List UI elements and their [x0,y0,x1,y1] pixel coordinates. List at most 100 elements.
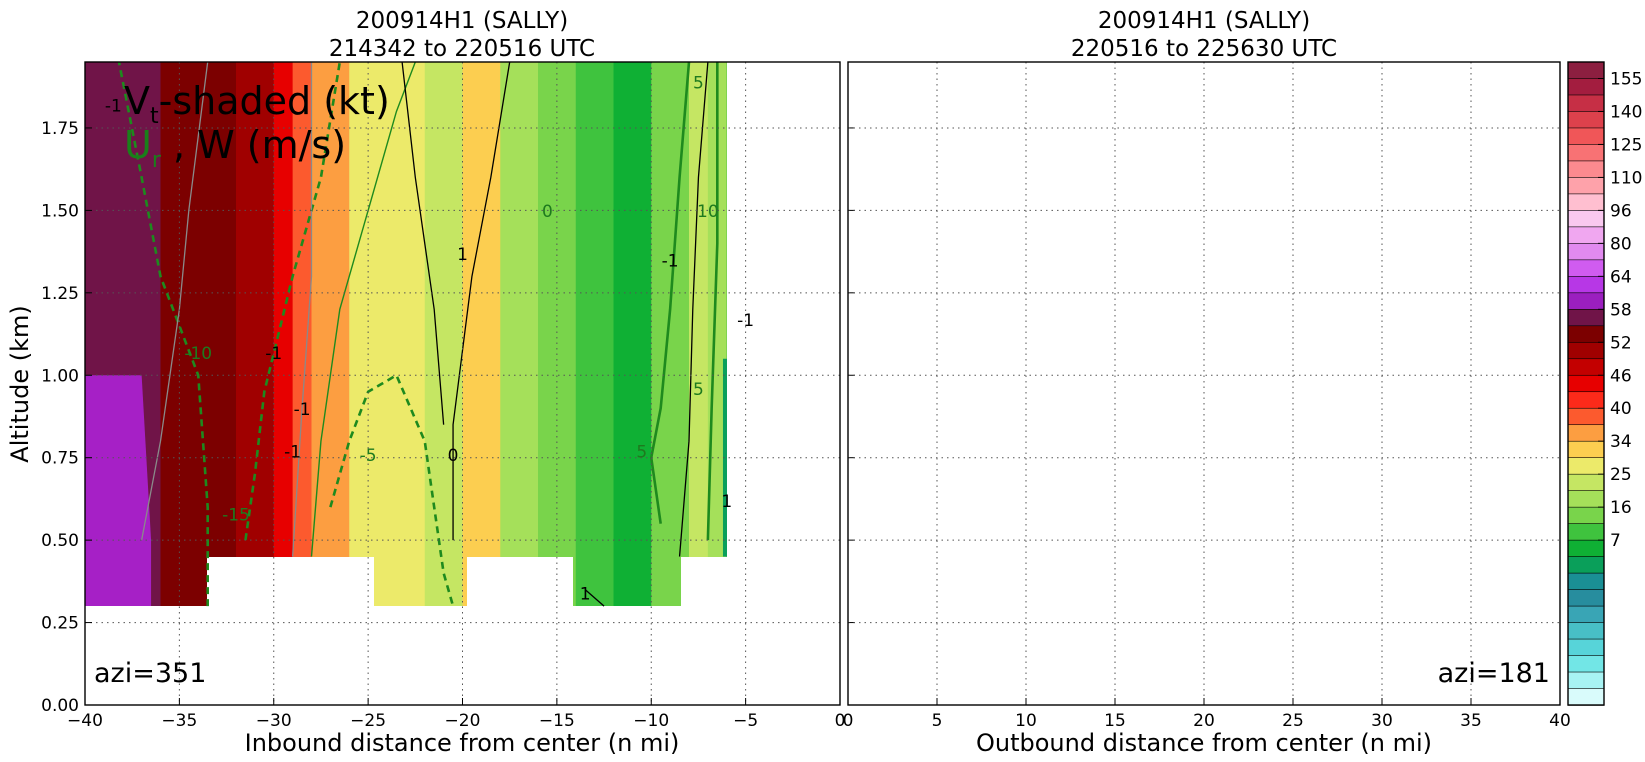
x-tick-label: 15 [1104,711,1126,731]
ur-contour-line [649,62,691,524]
y-tick-label: 1.50 [41,201,79,221]
colorbar: 155 140 125 110 96 80 64 58 52 46 40 34 25 16 7 [1567,61,1642,706]
x-tick-label: −25 [350,711,386,731]
colorbar-tick-label: 7 [1610,531,1621,551]
colorbar-tick-label: 40 [1610,399,1632,419]
colorbar-swatch [1567,638,1605,657]
y-axis-label: Altitude (km) [6,305,34,462]
contour-label: -10 [184,344,212,364]
colorbar-swatches [1567,61,1605,706]
x-tick-label: −10 [633,711,669,731]
ur-contour-line [706,62,719,541]
x-tick-label: −5 [733,711,758,731]
vt-band [273,62,294,705]
colorbar-swatch [1567,111,1605,129]
contour-label: -1 [662,251,679,271]
colorbar-swatch [1567,440,1605,459]
y-tick-label: 0.25 [41,614,79,634]
colorbar-swatch [1567,144,1605,162]
x-tick-label: −20 [445,711,481,731]
contour-label: 5 [636,443,647,463]
colorbar-tick-label: 46 [1610,366,1632,386]
colorbar-swatch [1567,424,1605,442]
x-tick-label: 20 [1193,711,1215,731]
contour-label: 0 [542,202,553,222]
contour-label: 1 [457,245,468,265]
colorbar-swatch [1567,160,1605,179]
x-tick-label: 5 [932,711,943,731]
left-x-axis-label: Inbound distance from center (n mi) [245,729,680,757]
colorbar-swatch [1567,506,1605,525]
colorbar-swatch [1567,341,1605,360]
colorbar-swatch [1567,374,1605,393]
right-panel: 200914H1 (SALLY) 220516 to 225630 UTC 0 5… [843,8,1571,757]
vt-band [160,62,199,705]
vt-core-region [85,375,152,607]
colorbar-tick-label: 64 [1610,267,1632,287]
contour-label: -1 [737,311,754,331]
colorbar-swatch [1567,490,1605,508]
colorbar-swatch [1567,193,1605,212]
w-contour-line [452,62,511,541]
colorbar-tick-label: 140 [1610,102,1642,122]
vt-band [424,62,464,705]
gray-contour-line [140,62,209,541]
left-title-line1: 200914H1 (SALLY) [356,8,568,34]
colorbar-swatch [1567,539,1605,558]
vt-band [613,62,652,705]
y-tick-label: 1.00 [41,366,79,386]
vt-band [292,62,313,705]
ur-w-legend-line: Ur , W (m/s) [124,123,346,173]
contour-lines [117,62,719,607]
left-panel: 200914H1 (SALLY) 214342 to 220516 UTC -1… [6,8,855,757]
colorbar-swatch [1567,127,1605,146]
contour-label: 1 [580,584,591,604]
right-x-ticks: 0 5 10 15 20 25 30 35 40 [843,698,1571,731]
w-contour-line [401,62,445,425]
colorbar-tick-label: 25 [1610,465,1632,485]
vt-band [689,62,709,705]
contour-label: 0 [410,47,421,67]
colorbar-swatch [1567,177,1605,195]
y-tick-label: 1.75 [41,119,79,139]
ur-contour-line [244,62,342,541]
right-title-line2: 220516 to 225630 UTC [1071,36,1337,62]
x-tick-label: 10 [1015,711,1037,731]
colorbar-ticks: 155 140 125 110 96 80 64 58 52 46 40 34 25 16 7 [1598,69,1642,551]
colorbar-tick-label: 58 [1610,300,1632,320]
contour-label: -1 [294,400,311,420]
left-x-ticks: −40 −35 −30 −25 −20 −15 −10 −5 0 [67,698,845,731]
vt-band [707,62,728,705]
colorbar-swatch [1567,210,1605,228]
colorbar-tick-label: 96 [1610,201,1632,221]
colorbar-swatch [1567,407,1605,426]
vt-legend-line: Vt-shaded (kt) [124,79,390,129]
colorbar-swatch [1567,473,1605,492]
contour-label: 10 [697,202,719,222]
ur-contour-line [117,62,209,607]
colorbar-swatch [1567,226,1605,245]
contour-label: 5 [693,380,704,400]
y-tick-label: 0.75 [41,449,79,469]
colorbar-tick-label: 34 [1610,432,1632,452]
right-axes-frame [847,61,1561,706]
colorbar-tick-label: 16 [1610,498,1632,518]
y-tick-label: 1.25 [41,284,79,304]
colorbar-swatch [1567,276,1605,294]
contour-label: 1 [721,492,732,512]
colorbar-swatch [1567,243,1605,261]
gray-contour-line [291,62,313,557]
colorbar-swatch [1567,622,1605,640]
y-tick-label: 0.50 [41,531,79,551]
ur-contour-line [310,62,416,557]
colorbar-swatch [1567,94,1605,113]
y-tick-label: 0.00 [41,696,79,716]
colorbar-swatch [1567,688,1605,706]
colorbar-swatch [1567,309,1605,327]
contour-label: 5 [693,73,704,93]
field-legend-text: Vt-shaded (kt) Ur , W (m/s) [124,79,390,173]
colorbar-swatch [1567,259,1605,278]
contour-label: -1 [284,443,301,463]
x-tick-label: 25 [1282,711,1304,731]
